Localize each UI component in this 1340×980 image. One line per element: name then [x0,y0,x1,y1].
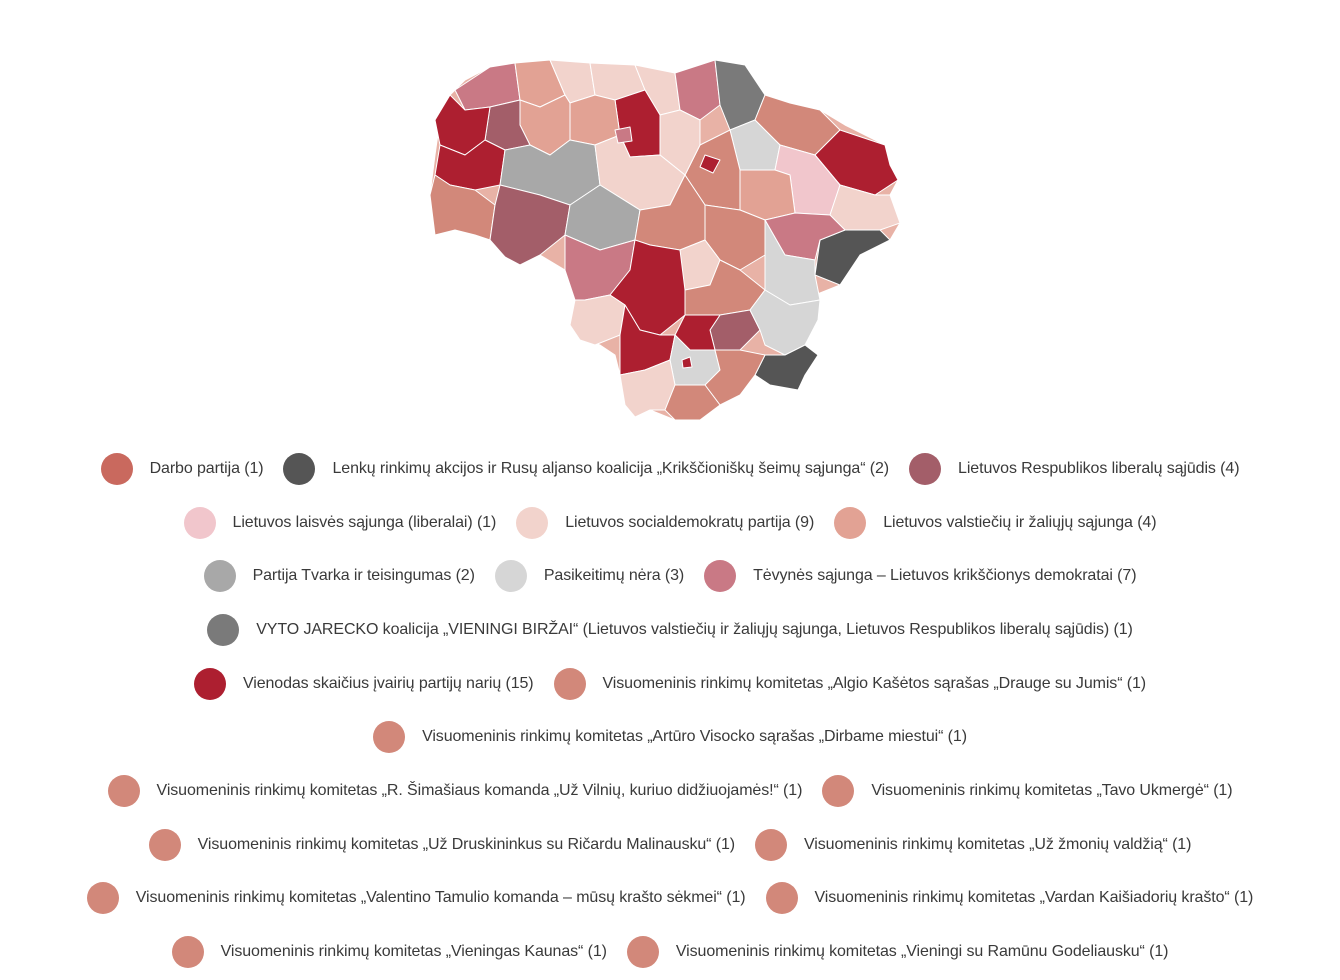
legend-label: Tėvynės sąjunga – Lietuvos krikščionys d… [753,567,1137,585]
legend-item: Visuomeninis rinkimų komitetas „Tavo Ukm… [822,774,1233,807]
legend-item: Visuomeninis rinkimų komitetas „Algio Ka… [553,667,1147,700]
legend-swatch [553,667,586,700]
legend-swatch [193,667,226,700]
legend-label: Lenkų rinkimų akcijos ir Rusų aljanso ko… [332,459,890,477]
legend-label: Lietuvos Respublikos liberalų sąjūdis (4… [958,459,1240,477]
legend-swatch [107,774,140,807]
map-region [704,349,766,406]
legend-row: Darbo partija (1) Lenkų rinkimų akcijos i… [0,442,1340,496]
legend-item: Visuomeninis rinkimų komitetas „Vardan K… [765,882,1254,915]
legend-item: Lietuvos Respublikos liberalų sąjūdis (4… [909,452,1240,485]
legend-item: Lietuvos socialdemokratų partija (9) [516,506,815,539]
map-region [739,169,796,221]
map-region [699,154,721,174]
legend-label: Visuomeninis rinkimų komitetas „R. Šimaš… [156,781,803,799]
legend-swatch [171,936,204,969]
legend-label: Visuomeninis rinkimų komitetas „Už Drusk… [197,835,736,853]
legend-swatch [86,882,119,915]
legend-label: Lietuvos socialdemokratų partija (9) [565,513,815,531]
legend-item: Lenkų rinkimų akcijos ir Rusų aljanso ko… [283,452,890,485]
legend-label: Vienodas skaičius įvairių partijų narių … [242,674,534,692]
legend-swatch [909,452,942,485]
legend-item: Visuomeninis rinkimų komitetas „Vieninga… [171,936,607,969]
legend-label: Visuomeninis rinkimų komitetas „Vardan K… [814,889,1254,907]
legend-label: Visuomeninis rinkimų komitetas „Už žmoni… [804,835,1192,853]
map-region [814,229,891,286]
legend-swatch [822,774,855,807]
map-region [489,184,571,266]
legend-item: Visuomeninis rinkimų komitetas „Už Drusk… [148,828,736,861]
legend-label: Visuomeninis rinkimų komitetas „Tavo Ukm… [871,781,1233,799]
legend-swatch [283,452,316,485]
legend-row: Partija Tvarka ir teisingumas (2) Pasikei… [0,549,1340,603]
legend-swatch [765,882,798,915]
legend-swatch [626,936,659,969]
legend-row: Vienodas skaičius įvairių partijų narių … [0,657,1340,711]
legend-item: Lietuvos laisvės sąjunga (liberalai) (1) [183,506,497,539]
legend-label: Visuomeninis rinkimų komitetas „Vieninga… [220,943,607,961]
legend-swatch [100,452,133,485]
legend-row: Visuomeninis rinkimų komitetas „Už Drusk… [0,818,1340,872]
legend-swatch [203,560,236,593]
legend-item: Visuomeninis rinkimų komitetas „R. Šimaš… [107,774,803,807]
legend-row: Visuomeninis rinkimų komitetas „Artūro V… [0,710,1340,764]
legend-label: Visuomeninis rinkimų komitetas „Vieningi… [675,943,1169,961]
map-legend: Darbo partija (1) Lenkų rinkimų akcijos i… [0,442,1340,979]
legend-swatch [755,828,788,861]
map-region [429,174,496,241]
legend-label: VYTO JARECKO koalicija „VIENINGI BIRŽAI“… [256,620,1133,638]
map-region [664,384,721,421]
map-region [674,59,721,121]
legend-swatch [494,560,527,593]
legend-swatch [148,828,181,861]
legend-swatch [516,506,549,539]
legend-item: Vienodas skaičius įvairių partijų narių … [193,667,534,700]
legend-row: Lietuvos laisvės sąjunga (liberalai) (1)… [0,496,1340,550]
legend-item: Darbo partija (1) [100,452,264,485]
map-svg [429,59,901,421]
legend-item: Partija Tvarka ir teisingumas (2) [203,560,475,593]
legend-label: Pasikeitimų nėra (3) [543,567,685,585]
legend-label: Visuomeninis rinkimų komitetas „Algio Ka… [602,674,1147,692]
legend-swatch [207,613,240,646]
legend-item: Visuomeninis rinkimų komitetas „Artūro V… [373,721,967,754]
legend-swatch [373,721,406,754]
legend-item: Visuomeninis rinkimų komitetas „Vieningi… [626,936,1169,969]
legend-label: Visuomeninis rinkimų komitetas „Valentin… [135,889,746,907]
lithuania-municipalities-map [420,45,920,430]
legend-label: Lietuvos laisvės sąjunga (liberalai) (1) [232,513,497,531]
legend-swatch [183,506,216,539]
legend-item: Tėvynės sąjunga – Lietuvos krikščionys d… [704,560,1137,593]
legend-label: Lietuvos valstiečių ir žaliųjų sąjunga (… [883,513,1157,531]
map-region [681,356,693,369]
legend-label: Visuomeninis rinkimų komitetas „Artūro V… [422,728,967,746]
legend-item: Pasikeitimų nėra (3) [494,560,685,593]
legend-swatch [834,506,867,539]
legend-label: Partija Tvarka ir teisingumas (2) [252,567,475,585]
legend-row: VYTO JARECKO koalicija „VIENINGI BIRŽAI“… [0,603,1340,657]
legend-swatch [704,560,737,593]
legend-item: Visuomeninis rinkimų komitetas „Už žmoni… [755,828,1192,861]
legend-item: Lietuvos valstiečių ir žaliųjų sąjunga (… [834,506,1157,539]
legend-item: VYTO JARECKO koalicija „VIENINGI BIRŽAI“… [207,613,1133,646]
legend-row: Visuomeninis rinkimų komitetas „R. Šimaš… [0,764,1340,818]
legend-item: Visuomeninis rinkimų komitetas „Valentin… [86,882,746,915]
map-region [614,126,633,144]
legend-row: Visuomeninis rinkimų komitetas „Valentin… [0,872,1340,926]
legend-label: Darbo partija (1) [149,459,264,477]
legend-row: Visuomeninis rinkimų komitetas „Vieninga… [0,925,1340,979]
